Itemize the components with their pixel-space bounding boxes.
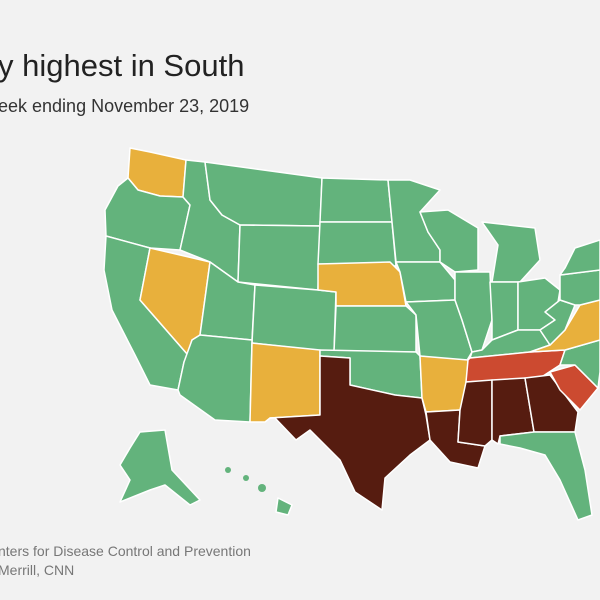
us-map <box>103 147 600 521</box>
state <box>524 374 579 433</box>
subtitle: eek ending November 23, 2019 <box>0 96 249 116</box>
source: nters for Disease Control and Prevention <box>0 543 251 559</box>
state <box>237 224 321 291</box>
state <box>119 429 201 506</box>
credit: Merrill, CNN <box>0 562 74 578</box>
state <box>333 305 417 353</box>
state <box>269 355 431 511</box>
title: y highest in South <box>0 48 244 83</box>
state <box>275 497 293 516</box>
state <box>249 342 321 423</box>
island <box>243 475 249 481</box>
state <box>499 431 593 521</box>
state <box>251 284 337 353</box>
state <box>317 221 397 267</box>
state <box>319 177 393 223</box>
state <box>559 269 600 306</box>
state <box>559 239 600 276</box>
island <box>258 484 266 492</box>
island <box>225 467 231 473</box>
